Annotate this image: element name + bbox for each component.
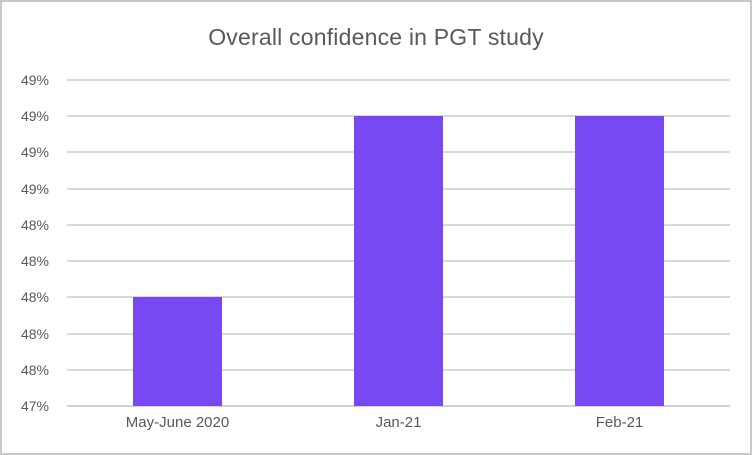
y-tick-label: 48% bbox=[20, 217, 49, 233]
y-tick-label: 49% bbox=[20, 181, 49, 197]
y-tick-label: 48% bbox=[20, 362, 49, 378]
bar-feb-21 bbox=[575, 116, 664, 406]
y-tick-label: 48% bbox=[20, 326, 49, 342]
chart-title: Overall confidence in PGT study bbox=[208, 24, 544, 50]
x-category-label: Feb-21 bbox=[595, 414, 644, 431]
x-axis: May-June 2020 Jan-21 Feb-21 bbox=[67, 414, 730, 438]
y-tick-label: 49% bbox=[20, 72, 49, 88]
x-axis-line bbox=[67, 405, 730, 407]
bar-may-june-2020 bbox=[133, 297, 222, 406]
y-tick-label: 48% bbox=[20, 253, 49, 269]
y-axis: 49% 49% 49% 49% 48% 48% 48% 48% 48% 47% bbox=[2, 72, 49, 414]
bar-jan-21 bbox=[354, 116, 443, 406]
y-tick-label: 48% bbox=[20, 289, 49, 305]
y-tick-label: 47% bbox=[20, 398, 49, 414]
x-category-label: May-June 2020 bbox=[125, 414, 230, 431]
y-tick-label: 49% bbox=[20, 108, 49, 124]
y-tick-label: 49% bbox=[20, 144, 49, 160]
gridline bbox=[67, 79, 730, 81]
x-category-label: Jan-21 bbox=[375, 414, 422, 431]
plot-area bbox=[67, 79, 730, 407]
